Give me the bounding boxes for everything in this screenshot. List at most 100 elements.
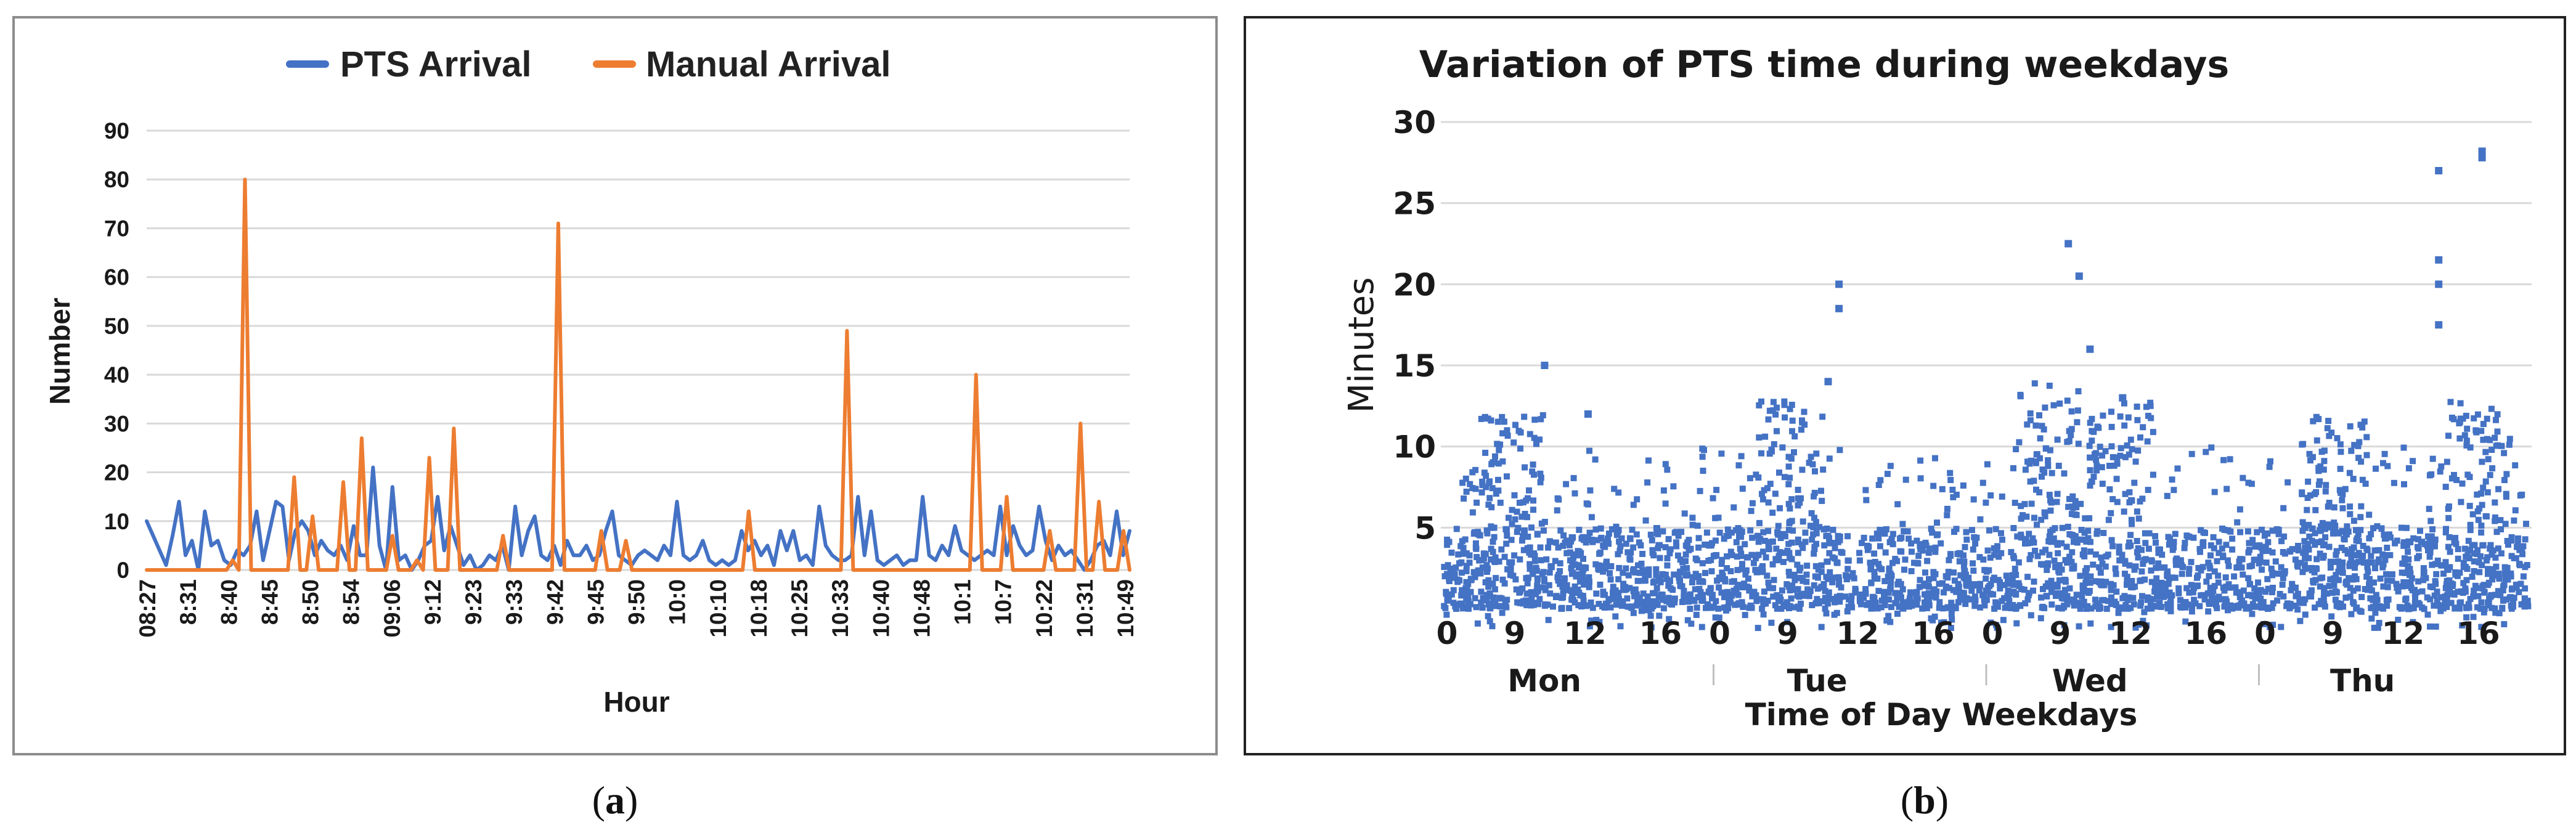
panel-b-point bbox=[1795, 603, 1801, 610]
panel-b-point bbox=[2382, 535, 2389, 542]
panel-b-point bbox=[2061, 470, 2068, 477]
panel-b-point bbox=[2270, 600, 2276, 607]
panel-b-point bbox=[2183, 585, 2190, 592]
panel-b-point bbox=[1709, 595, 1715, 601]
panel-b-point bbox=[2257, 587, 2264, 593]
panel-a-x-tick-label: 8:45 bbox=[257, 579, 282, 625]
panel-b-point bbox=[1449, 574, 1456, 581]
panel-b-point bbox=[2205, 559, 2212, 566]
panel-b-point bbox=[1636, 596, 1643, 603]
panel-b-point bbox=[2417, 527, 2423, 534]
panel-b-point bbox=[2459, 480, 2466, 487]
panel-b-point bbox=[2226, 584, 2233, 591]
panel-b-point bbox=[2210, 534, 2217, 540]
panel-b-outlier-point bbox=[1824, 378, 1832, 386]
panel-b-point bbox=[2331, 524, 2338, 531]
panel-b-point bbox=[1763, 554, 1769, 561]
panel-b-point bbox=[2438, 463, 2445, 470]
panel-b-point bbox=[1523, 497, 1530, 504]
panel-b-point bbox=[1488, 545, 1494, 552]
panel-b-point bbox=[1822, 595, 1828, 601]
panel-b-point bbox=[1774, 404, 1780, 411]
panel-b-point bbox=[2101, 582, 2108, 588]
panel-b-point bbox=[2373, 603, 2379, 610]
panel-b-point bbox=[1449, 569, 1456, 576]
panel-b-point bbox=[2164, 601, 2171, 608]
panel-b-point bbox=[1477, 570, 1484, 577]
panel-b-point bbox=[1931, 613, 1938, 620]
panel-b-point bbox=[1490, 594, 1497, 601]
panel-b-point bbox=[2344, 550, 2351, 557]
panel-b-point bbox=[2214, 558, 2220, 564]
panel-b-point bbox=[2469, 511, 2476, 518]
panel-b-point bbox=[2211, 545, 2217, 551]
panel-b-point bbox=[2134, 417, 2141, 423]
panel-b-point bbox=[1832, 597, 1839, 604]
panel-b-point bbox=[1486, 495, 1493, 502]
panel-b-point bbox=[2122, 454, 2129, 460]
panel-b-point bbox=[2471, 558, 2477, 565]
panel-b-point bbox=[2299, 527, 2306, 534]
panel-b-point bbox=[1781, 474, 1788, 481]
panel-b-point bbox=[1971, 593, 1978, 600]
panel-b-point bbox=[2494, 428, 2501, 435]
panel-b-point bbox=[1644, 593, 1651, 600]
panel-b-point bbox=[1738, 566, 1745, 572]
panel-b-point bbox=[1496, 558, 1502, 565]
panel-b-point bbox=[2039, 466, 2046, 473]
panel-b-point bbox=[1987, 555, 1994, 561]
panel-b-point bbox=[2326, 500, 2333, 506]
panel-b-point bbox=[1509, 506, 1515, 513]
panel-b-point bbox=[1734, 567, 1741, 574]
panel-b-point bbox=[2236, 589, 2243, 596]
panel-b-point bbox=[1960, 563, 1967, 569]
panel-b-point bbox=[1858, 592, 1865, 598]
panel-b-point bbox=[1639, 567, 1646, 574]
panel-b-point bbox=[2504, 564, 2511, 571]
panel-b-point bbox=[1917, 546, 1924, 553]
panel-b-point bbox=[1485, 593, 1491, 600]
panel-b-point bbox=[1759, 569, 1766, 576]
panel-b-point bbox=[2108, 587, 2114, 593]
panel-b-point bbox=[2426, 538, 2433, 545]
panel-b-point bbox=[2505, 541, 2511, 548]
panel-b-point bbox=[1572, 561, 1578, 568]
panel-b-point bbox=[1695, 535, 1702, 542]
panel-b-point bbox=[2294, 562, 2301, 568]
panel-b-point bbox=[1816, 600, 1822, 606]
panel-b-point bbox=[1756, 402, 1763, 409]
panel-b-point bbox=[1557, 567, 1563, 574]
panel-b-point bbox=[2121, 400, 2127, 407]
panel-b-point bbox=[2457, 400, 2464, 407]
panel-b-point bbox=[2018, 503, 2024, 510]
panel-b-point bbox=[1517, 429, 1524, 436]
panel-b-point bbox=[2148, 567, 2154, 574]
panel-b-point bbox=[2474, 547, 2481, 553]
panel-b-point bbox=[2028, 551, 2034, 558]
panel-b-point bbox=[1490, 539, 1496, 545]
panel-b-point bbox=[2354, 604, 2360, 611]
panel-b-y-axis-label: Minutes bbox=[1342, 277, 1382, 413]
panel-b-point bbox=[1971, 534, 1978, 540]
panel-b-point bbox=[2093, 600, 2100, 607]
panel-b-point bbox=[2099, 452, 2106, 459]
panel-b-point bbox=[1871, 569, 1878, 576]
panel-b-point bbox=[1753, 598, 1760, 604]
panel-b-point bbox=[2410, 619, 2416, 625]
panel-b-point bbox=[1457, 543, 1464, 550]
panel-b-point bbox=[1917, 577, 1923, 584]
panel-b-point bbox=[2033, 451, 2040, 458]
panel-b-point bbox=[1472, 466, 1479, 473]
panel-b-point bbox=[1632, 569, 1639, 576]
panel-b-point bbox=[1496, 447, 1502, 454]
panel-b-point bbox=[2472, 582, 2479, 589]
panel-b-point bbox=[2148, 415, 2154, 421]
panel-b-point bbox=[2018, 534, 2024, 541]
panel-b-point bbox=[2368, 615, 2375, 622]
panel-b-point bbox=[1949, 486, 1956, 493]
panel-b-point bbox=[1781, 402, 1788, 409]
panel-b-day-label: Tue bbox=[1787, 663, 1848, 699]
panel-b-point bbox=[1528, 596, 1535, 603]
panel-b-point bbox=[2384, 545, 2391, 551]
